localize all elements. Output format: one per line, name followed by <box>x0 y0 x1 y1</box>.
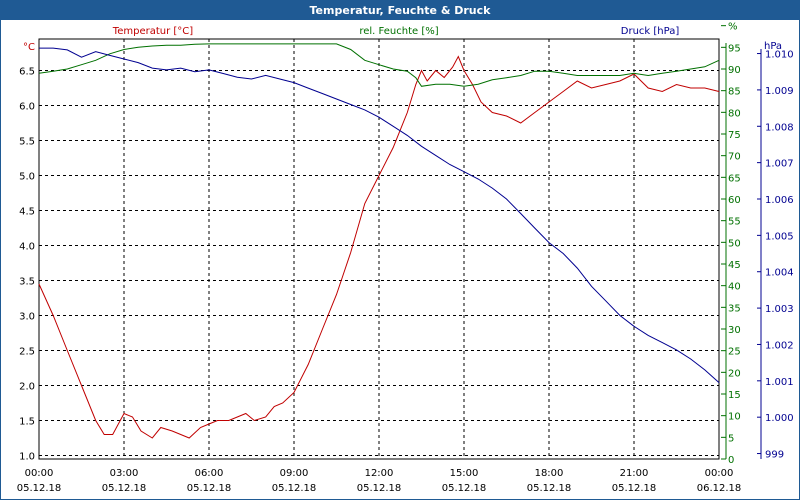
chart-title: Temperatur, Feuchte & Druck <box>1 1 799 20</box>
pressure-tick-label: 1.006 <box>765 195 794 206</box>
temperature-tick-label: 5.0 <box>19 172 35 183</box>
humidity-tick-label: 85 <box>728 87 741 98</box>
temperature-tick-label: 3.0 <box>19 312 35 323</box>
x-tick-label: 03:00 <box>110 468 139 479</box>
x-tick-label: 15:00 <box>450 468 479 479</box>
humidity-tick-label: 40 <box>728 282 741 293</box>
x-tick-label: 21:00 <box>620 468 649 479</box>
temperature-tick-label: 2.0 <box>19 382 35 393</box>
x-date-label: 05.12.18 <box>527 483 572 494</box>
humidity-tick-label: 80 <box>728 108 741 119</box>
temperature-tick-label: 6.0 <box>19 102 35 113</box>
humidity-series-line <box>38 43 720 87</box>
pressure-tick-label: 1.003 <box>765 304 794 315</box>
x-tick-label: 06:00 <box>195 468 224 479</box>
humidity-tick-label: 95 <box>728 43 741 54</box>
pressure-tick-label: 1.000 <box>765 413 794 424</box>
humidity-tick-label: 5 <box>728 433 734 444</box>
x-date-label: 05.12.18 <box>442 483 487 494</box>
humidity-tick-label: 90 <box>728 65 741 76</box>
temperature-unit-label: °C <box>23 42 35 53</box>
x-date-label: 05.12.18 <box>357 483 402 494</box>
pressure-axis-title: Druck [hPa] <box>621 26 680 37</box>
pressure-tick-label: 1.007 <box>765 159 794 170</box>
humidity-tick-label: 75 <box>728 130 741 141</box>
x-date-label: 05.12.18 <box>187 483 232 494</box>
x-date-label: 05.12.18 <box>612 483 657 494</box>
temperature-series-line <box>38 55 720 439</box>
humidity-tick-label: % <box>728 22 738 33</box>
pressure-tick-label: 1.009 <box>765 86 794 97</box>
pressure-tick-label: 1.010 <box>765 50 794 61</box>
x-tick-label: 09:00 <box>280 468 309 479</box>
humidity-tick-label: 35 <box>728 303 741 314</box>
x-tick-label: 18:00 <box>535 468 564 479</box>
temperature-tick-label: 1.0 <box>19 452 35 463</box>
temperature-tick-label: 2.5 <box>19 347 35 358</box>
temperature-axis-title: Temperatur [°C] <box>112 26 193 37</box>
humidity-tick-label: 25 <box>728 347 741 358</box>
pressure-tick-label: 1.004 <box>765 268 794 279</box>
humidity-tick-label: 55 <box>728 217 741 228</box>
x-date-label: 06.12.18 <box>697 483 742 494</box>
humidity-tick-label: 70 <box>728 152 741 163</box>
humidity-tick-label: 15 <box>728 390 741 401</box>
pressure-tick-label: 1.001 <box>765 377 794 388</box>
temperature-tick-label: 4.5 <box>19 207 35 218</box>
pressure-tick-label: 999 <box>765 450 784 461</box>
humidity-tick-label: 45 <box>728 260 741 271</box>
temperature-tick-label: 6.5 <box>19 67 35 78</box>
pressure-tick-label: 1.005 <box>765 231 794 242</box>
x-date-label: 05.12.18 <box>102 483 147 494</box>
humidity-axis-title: rel. Feuchte [%] <box>359 26 438 37</box>
x-date-label: 05.12.18 <box>272 483 317 494</box>
humidity-tick-label: 0 <box>728 455 734 466</box>
x-tick-label: 00:00 <box>25 468 54 479</box>
temperature-tick-label: 3.5 <box>19 277 35 288</box>
humidity-tick-label: 65 <box>728 173 741 184</box>
temperature-tick-label: 1.5 <box>19 417 35 428</box>
humidity-tick-label: 50 <box>728 238 741 249</box>
temperature-tick-label: 4.0 <box>19 242 35 253</box>
temperature-tick-label: 5.5 <box>19 137 35 148</box>
pressure-unit-label: hPa <box>764 41 782 52</box>
humidity-tick-label: 20 <box>728 368 741 379</box>
x-tick-label: 00:00 <box>705 468 734 479</box>
pressure-series-line <box>39 47 720 383</box>
x-tick-label: 12:00 <box>365 468 394 479</box>
pressure-tick-label: 1.002 <box>765 340 794 351</box>
x-date-label: 05.12.18 <box>17 483 62 494</box>
humidity-tick-label: 60 <box>728 195 741 206</box>
humidity-tick-label: 10 <box>728 412 741 423</box>
humidity-tick-label: 30 <box>728 325 741 336</box>
pressure-tick-label: 1.008 <box>765 122 794 133</box>
